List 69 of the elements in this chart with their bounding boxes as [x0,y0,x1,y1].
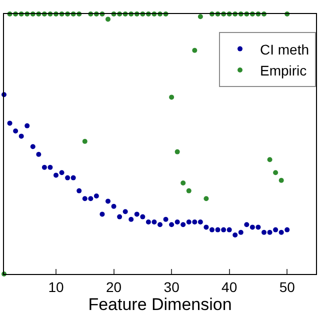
point [122,209,128,214]
point [18,134,24,139]
point [192,48,198,53]
point [198,14,203,20]
point [140,214,146,220]
point [180,222,186,228]
point [278,178,284,183]
point [24,123,30,128]
point [250,224,255,230]
legend-label: CI meth [260,41,310,58]
point [267,157,272,162]
legend-label: Empiric [260,62,307,78]
point [163,216,168,222]
point [284,227,290,232]
point [100,212,105,217]
point [128,216,134,222]
point [94,194,99,198]
point [82,196,88,202]
point [7,120,12,126]
point [262,230,266,235]
point [111,204,116,209]
point [226,227,232,232]
point [48,164,53,170]
point [88,196,94,202]
point [82,138,88,144]
point [198,220,203,224]
point [117,214,122,220]
x-tick-label: 30 [164,278,180,295]
point [278,230,284,235]
point [215,227,220,232]
x-tick-label: 10 [48,278,64,295]
point [174,220,180,224]
point [158,222,162,228]
point [30,144,36,150]
point [244,222,250,228]
point [192,220,198,224]
point [152,220,157,224]
point [54,172,58,178]
point [76,188,82,194]
point [186,188,192,194]
point [146,220,151,224]
point [106,198,110,204]
point [256,224,261,230]
point [174,149,180,154]
point [65,175,70,180]
point [273,170,278,176]
point [13,128,18,134]
point [70,175,76,180]
point [273,227,278,232]
x-axis-title: Feature Dimension [88,294,232,314]
point [180,180,186,186]
x-tick-label: 40 [222,278,238,295]
x-tick-label: 50 [279,278,296,295]
point [204,224,209,230]
point [186,220,192,224]
point [204,196,209,202]
point [238,230,244,235]
point [221,227,226,232]
x-tick-label: 20 [106,278,122,295]
point [232,232,238,238]
point [42,164,47,170]
point [59,170,64,176]
point [134,212,140,217]
point [210,227,214,232]
point [169,94,174,100]
point [169,222,174,228]
point [36,152,42,157]
point [106,16,110,22]
point [267,230,272,235]
